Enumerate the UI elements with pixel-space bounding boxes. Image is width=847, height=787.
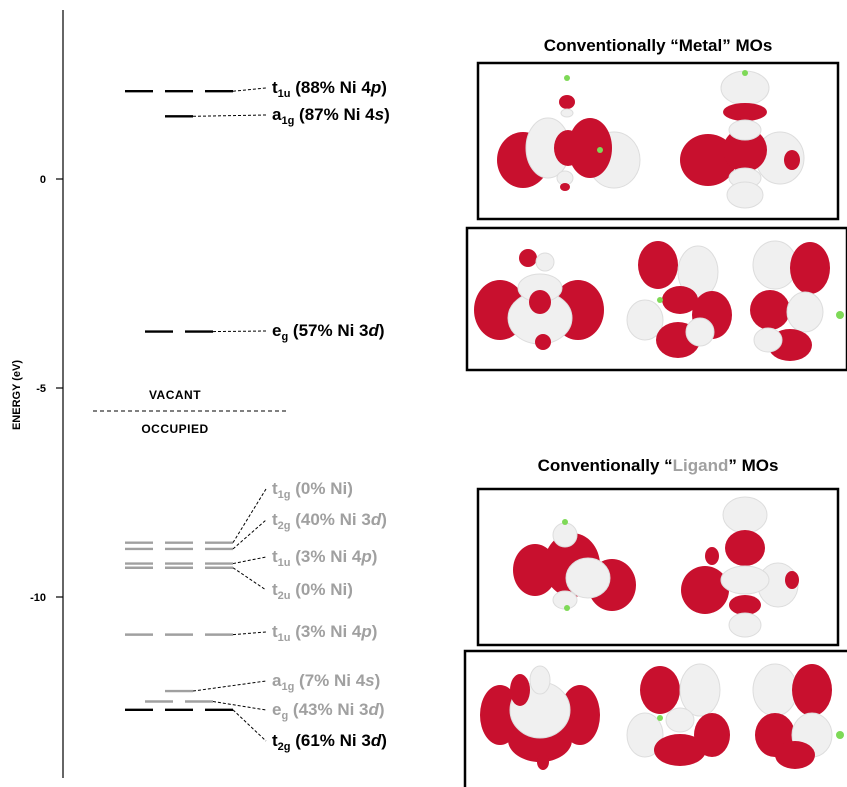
level-t2g: t2g (40% Ni 3d) bbox=[125, 510, 387, 551]
ligand-orbital-panel-bottom bbox=[463, 649, 847, 787]
ligand-title-after: ” MOs bbox=[728, 456, 778, 475]
level-t1u: t1u (3% Ni 4p) bbox=[125, 547, 377, 569]
level-eg: eg (57% Ni 3d) bbox=[145, 321, 385, 343]
level-connector bbox=[232, 556, 267, 565]
level-connector bbox=[212, 330, 267, 333]
axis-tick-label: 0 bbox=[40, 174, 46, 186]
level-eg: eg (43% Ni 3d) bbox=[145, 700, 385, 722]
level-label: t2u (0% Ni) bbox=[272, 580, 353, 602]
ligand-orbital-image-4 bbox=[626, 663, 730, 766]
level-label: a1g (87% Ni 4s) bbox=[272, 105, 390, 127]
level-a1g: a1g (87% Ni 4s) bbox=[165, 105, 390, 127]
axis-tick-label: -10 bbox=[30, 592, 46, 604]
level-label: t1u (3% Ni 4p) bbox=[272, 622, 377, 644]
axis-ticks: 0 -5 -10 bbox=[30, 174, 63, 604]
ligand-orbital-image-2 bbox=[681, 496, 799, 638]
level-connector bbox=[212, 701, 267, 711]
energy-axis: 0 -5 -10 ENERGY (eV) bbox=[11, 10, 64, 778]
orbital-t1u-image bbox=[497, 75, 641, 191]
metal-orbital-panel-top bbox=[476, 61, 840, 221]
level-label: t1u (88% Ni 4p) bbox=[272, 78, 387, 100]
level-label: a1g (7% Ni 4s) bbox=[272, 671, 380, 693]
level-t2g: t2g (61% Ni 3d) bbox=[125, 708, 387, 753]
level-t2u: t2u (0% Ni) bbox=[125, 566, 353, 602]
energy-levels: t1u (88% Ni 4p) a1g (87% Ni 4s) eg (57% Ni… bbox=[125, 78, 390, 753]
orbital-eg-image-3 bbox=[750, 240, 844, 361]
ligand-orbital-image-5 bbox=[752, 663, 844, 769]
level-connector bbox=[232, 567, 267, 591]
level-connector bbox=[192, 680, 267, 692]
level-label: t2g (40% Ni 3d) bbox=[272, 510, 387, 532]
metal-title-before: Conventionally “ bbox=[544, 36, 679, 55]
ligand-title-highlight: Ligand bbox=[673, 456, 729, 475]
orbital-a1g-image bbox=[680, 70, 805, 209]
occupancy-boundary: VACANT OCCUPIED bbox=[93, 388, 287, 436]
ligand-orbital-panel-top bbox=[476, 487, 840, 647]
metal-mos-title: Conventionally “Metal” MOs bbox=[544, 36, 773, 55]
level-t1u: t1u (3% Ni 4p) bbox=[125, 622, 377, 644]
level-connector bbox=[232, 87, 267, 92]
vacant-label: VACANT bbox=[149, 388, 201, 402]
axis-tick-label: -5 bbox=[36, 383, 46, 395]
ligand-orbital-image-3 bbox=[480, 665, 600, 770]
orbital-eg-image-2 bbox=[626, 241, 732, 358]
ligand-mos-title: Conventionally “Ligand” MOs bbox=[538, 456, 779, 475]
level-connector bbox=[192, 114, 267, 117]
level-label: eg (43% Ni 3d) bbox=[272, 700, 385, 722]
level-label: t1u (3% Ni 4p) bbox=[272, 547, 377, 569]
level-connector bbox=[232, 631, 267, 636]
metal-orbital-panel-bottom bbox=[465, 226, 847, 372]
orbital-eg-image-1 bbox=[474, 249, 604, 350]
level-label: t2g (61% Ni 3d) bbox=[272, 731, 387, 753]
metal-title-highlight: Metal bbox=[679, 36, 722, 55]
level-connector bbox=[232, 519, 267, 550]
level-label: t1g (0% Ni) bbox=[272, 479, 353, 501]
level-t1u: t1u (88% Ni 4p) bbox=[125, 78, 387, 100]
level-connector bbox=[232, 709, 267, 742]
level-label: eg (57% Ni 3d) bbox=[272, 321, 385, 343]
ligand-title-before: Conventionally “ bbox=[538, 456, 673, 475]
ligand-orbital-image-1 bbox=[513, 519, 636, 611]
axis-title: ENERGY (eV) bbox=[11, 360, 23, 430]
occupied-label: OCCUPIED bbox=[141, 422, 208, 436]
metal-title-after: ” MOs bbox=[722, 36, 772, 55]
level-a1g: a1g (7% Ni 4s) bbox=[165, 671, 380, 693]
level-t1g: t1g (0% Ni) bbox=[125, 479, 353, 544]
level-connector bbox=[232, 488, 267, 543]
